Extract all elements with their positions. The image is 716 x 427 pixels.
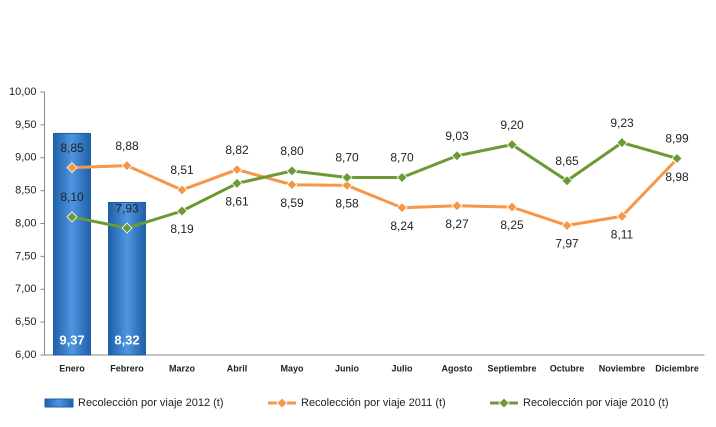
marker [396,202,408,214]
legend-label: Recolección por viaje 2012 (t) [78,397,224,409]
marker [561,175,573,187]
data-label: 8,85 [60,141,84,155]
data-label: 9,03 [445,129,469,143]
marker [341,171,353,184]
marker [671,152,683,164]
data-label: 8,58 [335,197,359,211]
marker [66,162,78,174]
line [71,140,678,230]
marker [231,177,243,189]
data-label: 8,80 [280,144,304,158]
data-label: 8,88 [115,139,139,153]
x-tick-label: Octubre [550,363,585,373]
data-label: 8,25 [500,218,524,232]
x-tick-label: Mayo [280,363,304,373]
marker [561,219,573,232]
marker [121,160,133,172]
marker [66,211,78,223]
data-label: 8,19 [170,222,194,236]
x-tick-label: Marzo [169,363,196,373]
legend-swatch [44,398,74,408]
legend-label: Recolección por viaje 2010 (t) [523,397,669,409]
y-tick-label: 10,00 [9,86,37,98]
data-label: 8,82 [225,143,249,157]
x-tick-label: Diciembre [655,363,699,373]
data-label: 8,24 [390,219,414,233]
y-tick-label: 8,50 [15,185,36,197]
y-tick-label: 7,00 [15,283,36,295]
x-tick-label: Julio [391,363,413,373]
data-label: 8,70 [390,151,414,165]
legend-marker [276,397,288,409]
y-tick-label: 9,50 [15,119,36,131]
marker [451,200,463,212]
legend-marker [498,397,510,409]
marker [341,179,353,191]
line [71,158,679,228]
marker [451,150,463,162]
marker [506,201,518,213]
marker [176,205,188,217]
marker [286,165,298,177]
bar-label: 9,37 [59,332,84,347]
x-tick-label: Febrero [110,363,144,373]
data-label: 8,98 [665,170,689,184]
data-label: 8,61 [225,195,249,209]
x-tick-label: Noviembre [599,363,646,373]
bar-label: 8,32 [114,332,139,347]
data-label: 9,23 [610,116,634,130]
marker [396,171,408,184]
marker [286,179,298,191]
marker [176,184,188,196]
data-label: 9,20 [500,118,524,132]
y-tick-label: 8,00 [15,217,36,229]
x-tick-label: Septiembre [487,363,536,373]
x-tick-label: Junio [335,363,360,373]
y-tick-label: 6,50 [15,316,36,328]
data-label: 8,65 [555,154,579,168]
data-label: 8,10 [60,190,84,204]
data-label: 8,27 [445,217,469,231]
y-tick-label: 6,00 [15,349,36,361]
data-label: 7,97 [555,237,579,251]
data-label: 8,11 [611,227,634,241]
marker [121,222,133,234]
data-label: 8,70 [335,151,359,165]
data-label: 8,99 [665,132,689,146]
data-label: 8,59 [280,196,304,210]
y-tick-label: 9,00 [15,152,36,164]
marker [616,137,628,149]
marker [506,139,518,151]
data-label: 8,51 [170,163,194,177]
x-tick-label: Enero [59,363,85,373]
data-label: 7,93 [115,201,139,215]
marker [231,164,243,176]
x-tick-label: Agosto [442,363,473,373]
y-tick-label: 7,50 [15,250,36,262]
marker [616,210,628,222]
x-tick-label: Abril [227,363,248,373]
legend-label: Recolección por viaje 2011 (t) [301,397,446,409]
